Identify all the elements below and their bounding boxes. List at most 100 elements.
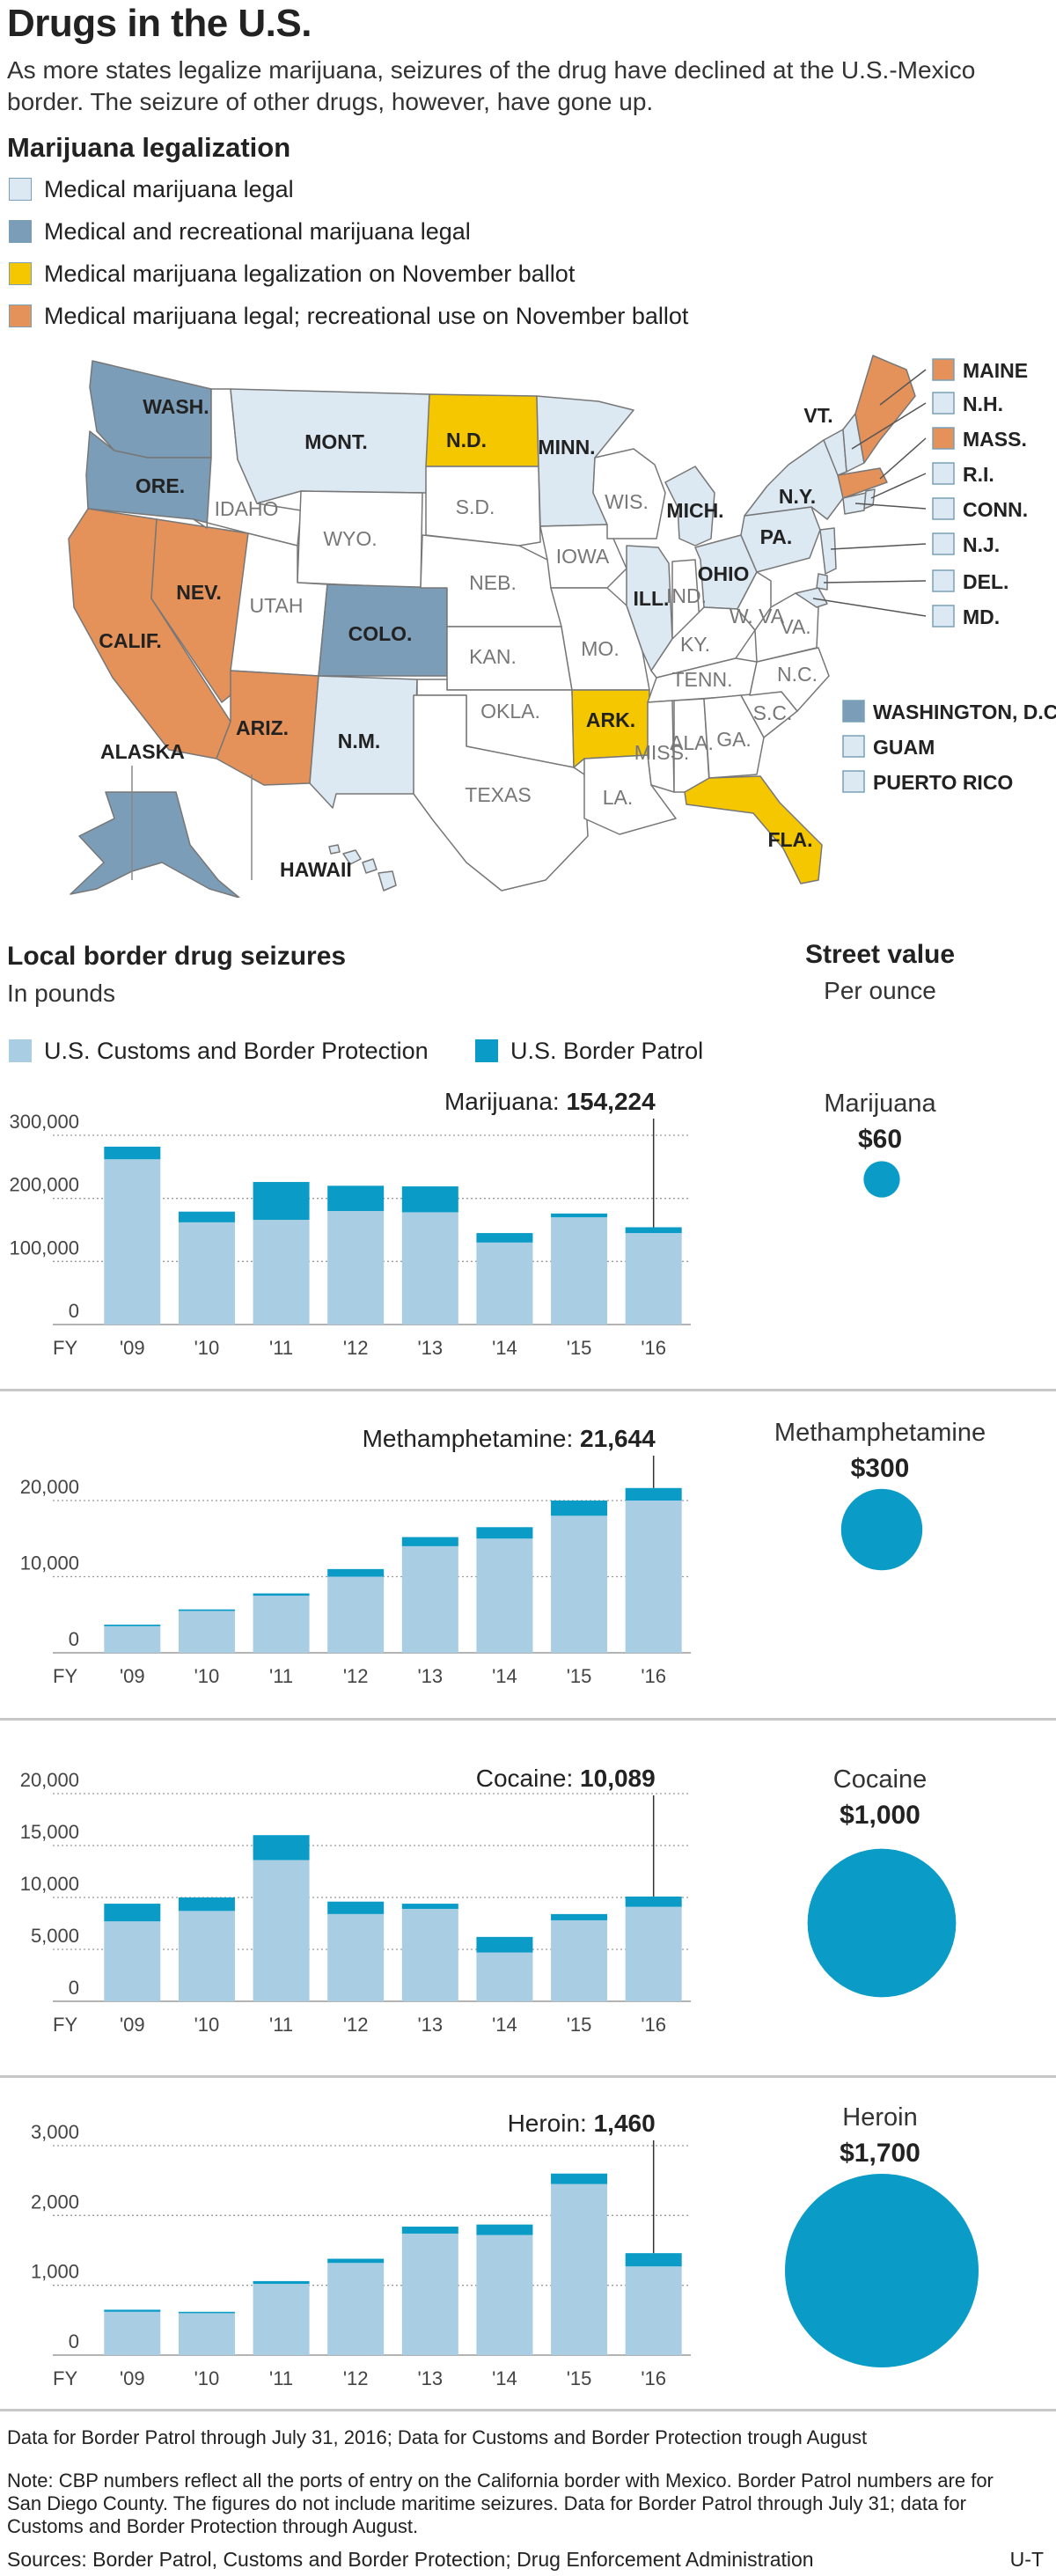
- street-value-drug: Methamphetamine: [774, 1419, 986, 1447]
- bar-border-patrol: [551, 1213, 608, 1218]
- y-tick-label: 20,000: [20, 1769, 79, 1791]
- x-tick-label: '09: [120, 2367, 145, 2388]
- state-label-iowa: IOWA: [556, 545, 610, 568]
- callout-swatch-md: [932, 605, 955, 627]
- bar-cbp: [401, 1545, 458, 1653]
- legend-item-recreational: Medical and recreational marijuana legal: [9, 218, 471, 245]
- section-divider: [0, 1718, 1056, 1721]
- bar-border-patrol: [104, 1624, 161, 1626]
- street-value-drug: Marijuana: [824, 1090, 936, 1118]
- x-tick-label: '16: [641, 2367, 666, 2388]
- state-label-alaska: ALASKA: [100, 740, 185, 763]
- callout-swatch-del: [932, 569, 955, 592]
- legend-label: Medical marijuana legal; recreational us…: [44, 302, 689, 329]
- x-tick-label: '11: [269, 2014, 293, 2036]
- callout-label-maine: MAINE: [963, 359, 1028, 382]
- state-label-la: LA.: [603, 786, 634, 809]
- bar-border-patrol: [327, 1568, 385, 1577]
- street-value-drug: Heroin: [842, 2103, 918, 2132]
- x-tick-label: '14: [492, 1337, 517, 1359]
- state-maine: [854, 355, 916, 464]
- bar-cbp: [327, 1576, 385, 1653]
- legend-label: Medical marijuana legal: [44, 175, 294, 202]
- callout-leader: [879, 369, 927, 406]
- seizures-unit: In pounds: [7, 980, 115, 1007]
- state-hawaii: [342, 849, 362, 865]
- state-label-kan: KAN.: [469, 645, 517, 668]
- state-label-n-c: N.C.: [777, 663, 818, 686]
- bar-cbp: [551, 2183, 608, 2355]
- callout-swatch-r-i: [932, 462, 955, 485]
- bar-border-patrol: [625, 2253, 682, 2267]
- bar-border-patrol: [178, 2311, 235, 2314]
- x-tick-label: '12: [343, 2014, 369, 2036]
- y-tick-label: 200,000: [9, 1174, 79, 1196]
- seizures-heading: Local border drug seizures: [7, 942, 347, 971]
- state-label-ga: GA.: [716, 728, 752, 751]
- x-tick-label: '13: [417, 1337, 443, 1359]
- bar-cbp: [551, 1919, 608, 2001]
- x-tick-label: '15: [567, 1665, 592, 1685]
- bar-border-patrol: [551, 1501, 608, 1516]
- x-tick-label: '16: [641, 2014, 666, 2036]
- state-conn: [842, 492, 867, 515]
- state-label-ill: ILL.: [634, 587, 670, 610]
- y-tick-label: 10,000: [20, 1552, 79, 1574]
- total-callout-label: Heroin: 1,460: [508, 2110, 656, 2137]
- x-tick-label: '12: [343, 1337, 369, 1359]
- bar-border-patrol: [401, 1186, 458, 1213]
- y-tick-label: 0: [69, 1300, 79, 1322]
- x-tick-label: '11: [269, 2367, 293, 2388]
- state-texas: [413, 694, 589, 892]
- state-label-n-d: N.D.: [446, 429, 487, 451]
- callout-label-mass: MASS.: [963, 428, 1027, 451]
- x-tick-label: '14: [492, 2367, 517, 2388]
- state-label-vt: VT.: [803, 404, 832, 427]
- methodology-note: Note: CBP numbers reflect all the ports …: [7, 2470, 994, 2537]
- x-tick-label: '13: [417, 1665, 443, 1685]
- bar-cbp: [625, 2266, 682, 2355]
- callout-label-r-i: R.I.: [963, 463, 994, 486]
- state-label-pa: PA.: [760, 525, 793, 548]
- x-axis-prefix: FY: [53, 1665, 77, 1685]
- state-label-tenn: TENN.: [672, 668, 733, 691]
- bar-border-patrol: [625, 1896, 682, 1907]
- bar-cbp: [104, 1159, 161, 1325]
- x-tick-label: '16: [641, 1665, 666, 1685]
- callout-label-conn: CONN.: [963, 498, 1028, 521]
- legalization-heading: Marijuana legalization: [7, 132, 291, 163]
- x-axis-prefix: FY: [53, 2367, 77, 2388]
- y-tick-label: 5,000: [31, 1925, 79, 1947]
- legend-swatch: [9, 220, 32, 243]
- x-tick-label: '11: [269, 1337, 293, 1359]
- bar-border-patrol: [401, 1904, 458, 1909]
- y-tick-label: 3,000: [31, 2121, 79, 2143]
- x-tick-label: '13: [417, 2014, 443, 2036]
- y-tick-label: 15,000: [20, 1821, 79, 1843]
- legend-label: U.S. Border Patrol: [510, 1037, 704, 1064]
- territory-label-guam: GUAM: [873, 736, 935, 759]
- state-alaska: [70, 791, 240, 898]
- state-label-s-d: S.D.: [456, 495, 495, 518]
- data-note: Data for Border Patrol through July 31, …: [7, 2426, 868, 2448]
- bar-cbp: [476, 2235, 533, 2355]
- bar-border-patrol: [327, 1185, 385, 1211]
- x-tick-label: '15: [567, 2367, 592, 2388]
- state-label-wis: WIS.: [605, 490, 649, 513]
- state-label-wash: WASH.: [143, 395, 209, 418]
- x-tick-label: '13: [417, 2367, 443, 2388]
- total-callout-label: Cocaine: 10,089: [476, 1765, 656, 1792]
- bar-border-patrol: [327, 1901, 385, 1914]
- bar-border-patrol: [625, 1487, 682, 1501]
- legend-swatch: [9, 178, 32, 201]
- bar-cbp: [476, 1242, 533, 1325]
- callout-swatch-n-h: [932, 392, 955, 415]
- bar-cbp: [253, 1220, 310, 1325]
- bar-border-patrol: [476, 1936, 533, 1953]
- bar-border-patrol: [104, 1146, 161, 1160]
- state-label-mont: MONT.: [304, 430, 368, 453]
- section-divider: [0, 2409, 1056, 2411]
- credit-line: U-T: [1009, 2548, 1044, 2571]
- state-hawaii-island: [378, 870, 397, 892]
- state-label-wyo: WYO.: [323, 527, 377, 550]
